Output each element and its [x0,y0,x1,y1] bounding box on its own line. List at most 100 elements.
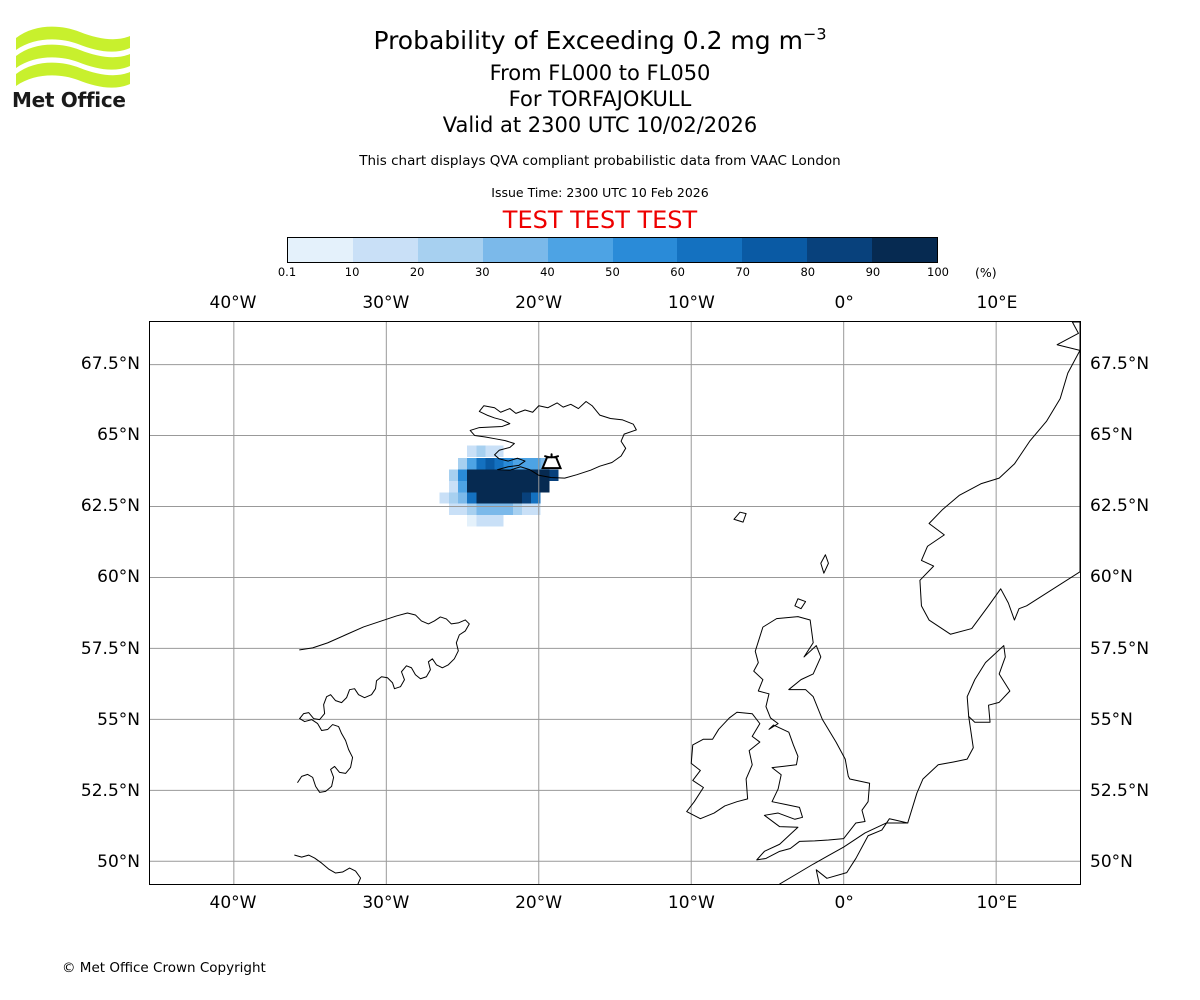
plume-cell [531,492,541,504]
colorbar-segment-1 [352,238,418,262]
plume-cell [494,503,504,516]
test-banner: TEST TEST TEST [502,206,698,234]
coastline-denmark [966,645,1011,723]
plume-cell [494,445,504,457]
lat-tick-label-left: 60°N [97,567,140,588]
colorbar-tick-90: 90 [865,265,881,279]
copyright-footer: © Met Office Crown Copyright [62,960,266,976]
colorbar-segment-2 [417,238,483,262]
plume-cell [476,503,486,516]
plume-cell [448,480,458,493]
plume-cell [503,503,513,516]
plume-cell [457,469,468,481]
volcano-marker-layer [541,453,563,470]
longitude-axis-top: 40°W 30°W 20°W 10°W 0° 10°E [0,293,1200,313]
plume-cell [485,458,495,470]
plume-cell [531,458,541,470]
colorbar-segment-0 [288,238,353,262]
plume-cell [494,515,504,527]
lon-tick-label-bottom: 40°W [209,893,257,913]
volcano-eruption-line-0 [544,455,550,459]
valid-time-subtitle: Valid at 2300 UTC 10/02/2026 [442,113,758,137]
plume-cell [522,458,532,470]
plume-cell [439,492,449,504]
colorbar-tick-labels: 0.1 10 20 30 40 50 60 70 80 90 100 [278,265,949,281]
qva-note: This chart displays QVA compliant probab… [359,153,841,169]
colorbar-tick-60: 60 [670,265,685,279]
colorbar-segment-7 [742,238,808,262]
lon-tick-label-bottom: 0° [834,893,854,913]
lat-tick-label-right: 65°N [1090,424,1133,445]
map-plot-area [149,321,1081,885]
colorbar-tick-70: 70 [735,265,751,279]
colorbar-tick-50: 50 [605,265,620,279]
plume-cell [494,458,504,470]
lat-tick-label-right: 67.5°N [1090,353,1150,374]
page-title-exponent: −3 [802,24,827,44]
page-title: Probability of Exceeding 0.2 mg m−3 [0,26,1200,56]
met-office-wordmark: Met Office [12,88,126,112]
volcano-eruption-line-2 [553,455,560,459]
colorbar-tick-100: 100 [927,265,949,279]
lat-tick-label-right: 57.5°N [1090,638,1150,659]
plume-cell [494,469,504,481]
lon-tick-label-bottom: 10°E [976,893,1018,913]
lat-tick-label-right: 50°N [1090,852,1133,873]
plume-cell [467,469,477,481]
colorbar-segment-5 [612,238,678,262]
coastline-nw-europe-south [779,818,909,884]
plume-cell [531,503,541,516]
plume-cell [503,480,513,493]
colorbar-gradient [287,237,938,263]
chart-header: Probability of Exceeding 0.2 mg m−3 From… [0,0,1200,234]
longitude-axis-bottom: 40°W 30°W 20°W 10°W 0° 10°E [0,893,1200,913]
volcano-name-subtitle: For TORFAJOKULL [508,87,692,111]
coastline-nw-europe-north [907,716,974,824]
lon-tick-label-top: 10°E [976,293,1018,313]
plume-cell [522,503,532,516]
coastline-iceland [469,400,637,479]
coastline-shetland [820,554,829,574]
plume-cell [457,458,468,470]
lat-tick-label-left: 52.5°N [80,781,140,801]
met-office-logo [12,22,192,117]
plume-cell [503,469,513,481]
colorbar-segment-3 [482,238,548,262]
ash-plume-layer [439,445,559,527]
lat-tick-label-left: 67.5°N [80,353,140,374]
plume-cell [457,480,468,493]
plume-cell [476,469,486,481]
lat-tick-label-left: 57.5°N [80,638,140,659]
lon-tick-label-top: 10°W [667,293,715,313]
plume-cell [476,515,486,527]
plume-cell [448,503,458,516]
coastlines-layer [294,322,1080,884]
plume-cell [522,492,532,504]
plume-cell [512,469,522,481]
coastline-orkney [794,598,807,610]
colorbar-units-label: (%) [975,265,997,280]
plume-cell [503,492,513,504]
plume-cell [522,469,532,481]
lat-tick-label-left: 50°N [97,852,140,873]
plume-cell [448,492,458,504]
plume-cell [485,492,495,504]
plume-cell [549,469,559,481]
plume-cell [540,469,550,481]
plume-cell [531,469,541,481]
plume-cell [467,492,477,504]
colorbar-segment-9 [872,238,938,262]
colorbar-tick-20: 20 [409,265,425,279]
plume-cell [512,492,522,504]
lon-tick-label-top: 0° [834,293,854,313]
plume-cell [467,515,477,527]
colorbar-tick-0-1: 0.1 [277,265,297,279]
plume-cell [485,503,495,516]
plume-cell [457,503,468,516]
colorbar-segment-4 [547,238,613,262]
plume-cell [476,458,486,470]
plume-cell [476,445,486,457]
gridlines-layer [150,322,1080,884]
lat-tick-label-right: 60°N [1090,567,1133,588]
page-title-text: Probability of Exceeding 0.2 mg m [373,26,803,55]
